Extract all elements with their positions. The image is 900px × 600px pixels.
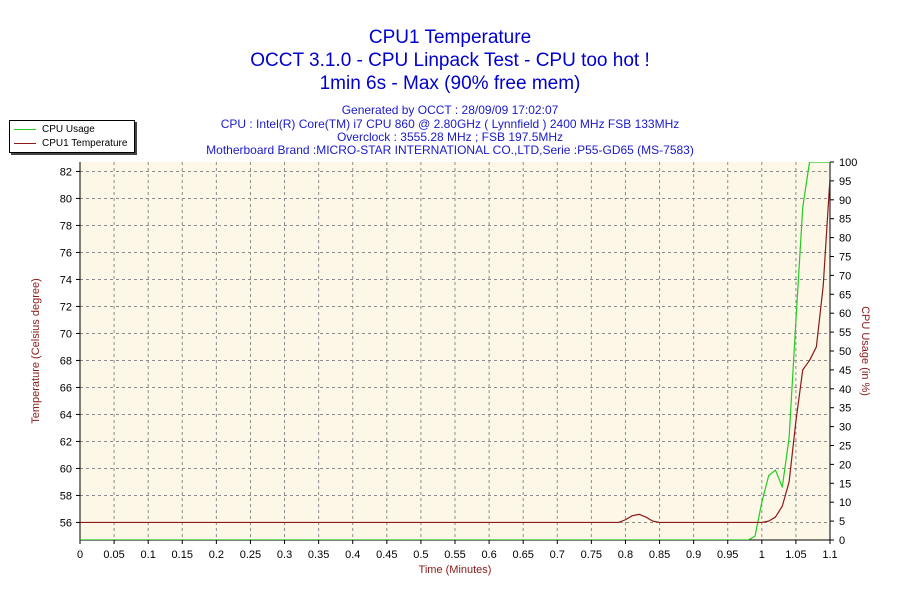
y-tick-label: 60 (60, 463, 72, 475)
x-tick-label: 0.2 (209, 549, 224, 561)
x-tick-label: 1.05 (785, 549, 806, 561)
x-axis-label: Time (Minutes) (419, 564, 492, 576)
y2-tick-label: 85 (839, 214, 851, 226)
x-tick-label: 0.85 (649, 549, 670, 561)
y-tick-label: 80 (60, 193, 72, 205)
x-tick-label: 0.5 (413, 549, 428, 561)
y2-tick-label: 55 (839, 327, 851, 339)
x-tick-label: 0.1 (141, 549, 156, 561)
y2-tick-label: 70 (839, 270, 851, 282)
y-tick-label: 70 (60, 328, 72, 340)
y-tick-label: 76 (60, 247, 72, 259)
y-tick-label: 72 (60, 301, 72, 313)
x-tick-label: 0.25 (240, 549, 261, 561)
y2-tick-label: 100 (839, 157, 857, 169)
legend-swatch-cpu-temperature (14, 143, 36, 144)
y2-tick-label: 15 (839, 478, 851, 490)
y-tick-label: 82 (60, 166, 72, 178)
y2-tick-label: 10 (839, 497, 851, 509)
chart-subtitle-test: OCCT 3.1.0 - CPU Linpack Test - CPU too … (250, 50, 650, 71)
y-tick-label: 66 (60, 382, 72, 394)
x-tick-label: 0.3 (277, 549, 292, 561)
y-tick-label: 64 (60, 409, 72, 421)
y-tick-label: 62 (60, 436, 72, 448)
x-tick-label: 0.35 (308, 549, 329, 561)
legend-label-cpu-temperature: CPU1 Temperature (42, 138, 128, 149)
y2-tick-label: 5 (839, 516, 845, 528)
y-tick-label: 58 (60, 490, 72, 502)
x-tick-label: 0.4 (345, 549, 360, 561)
x-tick-label: 0.95 (717, 549, 738, 561)
chart-subtitle-duration: 1min 6s - Max (90% free mem) (319, 73, 581, 94)
y-tick-label: 68 (60, 355, 72, 367)
chart-title: CPU1 Temperature (368, 27, 532, 48)
y2-tick-label: 20 (839, 459, 851, 471)
y2-tick-label: 35 (839, 403, 851, 415)
y2-tick-label: 80 (839, 233, 851, 245)
y2-tick-label: 75 (839, 252, 851, 264)
legend: CPU Usage CPU1 Temperature (9, 120, 135, 153)
x-tick-label: 0.15 (172, 549, 193, 561)
x-tick-label: 0.7 (550, 549, 565, 561)
x-tick-label: 0.75 (581, 549, 602, 561)
y-axis-label: Temperature (Celsius degree) (30, 278, 42, 424)
series-line-cpu-temperature (80, 178, 830, 524)
x-tick-label: 0.6 (481, 549, 496, 561)
x-tick-label: 0.8 (618, 549, 633, 561)
x-tick-label: 0.65 (512, 549, 533, 561)
y2-axis-label: CPU Usage (in %) (859, 306, 871, 396)
info-overclock: Overclock : 3555.28 MHz ; FSB 197.5MHz (336, 130, 564, 144)
y2-tick-label: 50 (839, 346, 851, 358)
y-tick-label: 78 (60, 220, 72, 232)
x-tick-label: 1.1 (822, 549, 837, 561)
y2-tick-label: 90 (839, 195, 851, 207)
y2-tick-label: 60 (839, 308, 851, 320)
legend-swatch-cpu-usage (14, 129, 36, 130)
y2-tick-label: 95 (839, 176, 851, 188)
legend-label-cpu-usage: CPU Usage (42, 124, 95, 135)
x-tick-label: 0.55 (444, 549, 465, 561)
x-tick-label: 1 (759, 549, 765, 561)
y2-tick-label: 45 (839, 365, 851, 377)
y2-tick-label: 0 (839, 535, 845, 547)
y-tick-label: 74 (60, 274, 72, 286)
series-line-cpu-usage (80, 162, 830, 540)
x-tick-label: 0.45 (376, 549, 397, 561)
y2-tick-label: 65 (839, 289, 851, 301)
x-tick-label: 0.9 (686, 549, 701, 561)
legend-item-cpu-usage: CPU Usage (14, 123, 95, 136)
info-motherboard: Motherboard Brand :MICRO-STAR INTERNATIO… (206, 143, 694, 157)
info-generated: Generated by OCCT : 28/09/09 17:02:07 (341, 103, 559, 117)
x-tick-label: 0.05 (103, 549, 124, 561)
legend-item-cpu-temperature: CPU1 Temperature (14, 137, 127, 150)
y2-tick-label: 30 (839, 422, 851, 434)
y2-tick-label: 40 (839, 384, 851, 396)
y2-tick-label: 25 (839, 441, 851, 453)
x-tick-label: 0 (77, 549, 83, 561)
info-cpu: CPU : Intel(R) Core(TM) i7 CPU 860 @ 2.8… (220, 117, 680, 131)
y-tick-label: 56 (60, 517, 72, 529)
